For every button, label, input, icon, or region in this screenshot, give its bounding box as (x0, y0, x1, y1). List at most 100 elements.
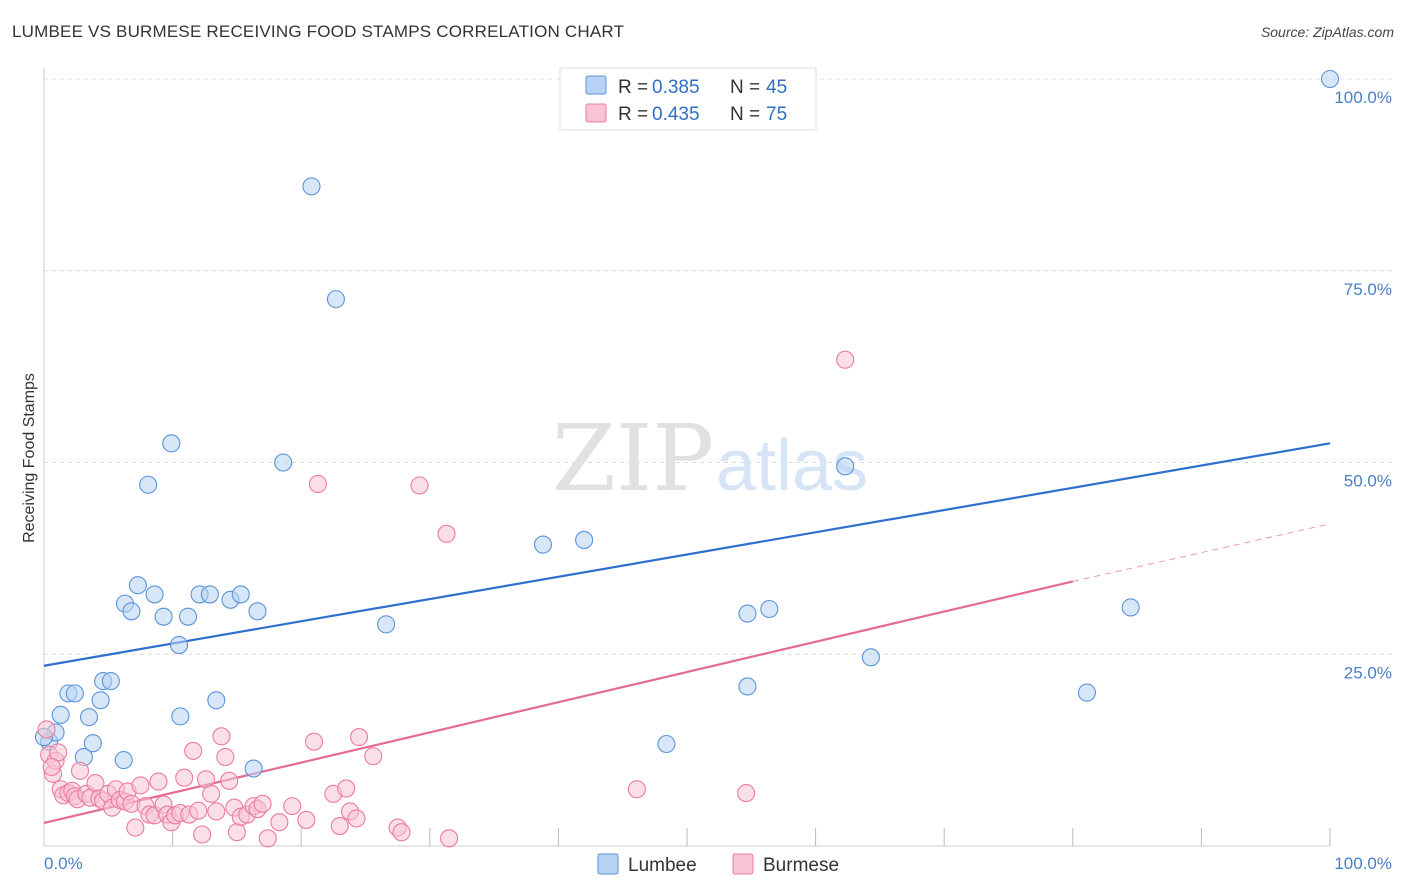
x-tick-labels: 0.0% 100.0% (44, 854, 1392, 873)
lumbee-point-43 (1320, 69, 1340, 89)
burmese-point-50 (253, 794, 272, 813)
bottom-legend-swatch-lumbee (597, 853, 619, 875)
burmese-point-59 (337, 779, 356, 798)
x-tick-label-1: 100.0% (1334, 854, 1392, 873)
burmese-point-70 (737, 784, 756, 803)
lumbee-point-19 (169, 635, 189, 655)
y-tick-label-0: 25.0% (1344, 663, 1392, 682)
lumbee-point-2 (51, 705, 70, 724)
burmese-point-40 (207, 802, 226, 821)
lumbee-point-28 (248, 602, 267, 621)
burmese-point-22 (126, 818, 145, 837)
burmese-point-67 (437, 524, 456, 543)
lumbee-point-8 (91, 691, 110, 710)
legend-swatch-burmese (585, 103, 607, 123)
legend-n-value-2: 75 (766, 104, 787, 125)
burmese-point-74 (42, 757, 61, 777)
lumbee-point-40 (861, 648, 880, 667)
y-tick-labels: 25.0% 50.0% 75.0% 100.0% (1334, 88, 1392, 682)
lumbee-point-30 (302, 177, 321, 196)
burmese-point-66 (410, 476, 429, 495)
lumbee-point-13 (122, 602, 141, 621)
lumbee-point-10 (101, 672, 120, 691)
burmese-point-72 (37, 720, 56, 739)
lumbee-point-16 (145, 585, 164, 604)
burmese-point-41 (212, 727, 231, 746)
legend-n-label-1: N = (730, 77, 760, 98)
burmese-point-65 (392, 823, 411, 842)
legend: R = 0.385 N = 45 R = 0.435 N = 75 (559, 67, 817, 131)
bottom-legend-swatch-burmese (732, 853, 754, 875)
burmese-point-69 (627, 780, 646, 799)
lumbee-point-38 (760, 599, 779, 619)
legend-r-value-2: 0.435 (652, 104, 700, 125)
lumbee-point-18 (162, 434, 181, 453)
burmese-point-27 (149, 772, 168, 791)
lumbee-point-26 (231, 585, 250, 604)
burmese-trend-line (43, 580, 1074, 825)
lumbee-point-27 (244, 759, 263, 778)
lumbee-trend-line (43, 442, 1331, 667)
burmese-point-51 (258, 829, 277, 848)
burmese-point-53 (283, 797, 302, 816)
lumbee-point-23 (200, 585, 219, 604)
burmese-point-43 (220, 771, 239, 790)
burmese-point-68 (440, 829, 459, 848)
lumbee-point-39 (836, 457, 855, 476)
lumbee-point-35 (657, 734, 676, 754)
lumbee-point-15 (139, 475, 158, 494)
data-points (34, 69, 1340, 848)
lumbee-point-42 (1121, 598, 1140, 617)
burmese-point-52 (270, 813, 289, 832)
burmese-point-33 (175, 768, 194, 787)
y-tick-label-2: 75.0% (1344, 280, 1392, 299)
legend-r-label-2: R = (618, 104, 648, 125)
y-tick-label-3: 100.0% (1334, 88, 1392, 107)
chart-title: LUMBEE VS BURMESE RECEIVING FOOD STAMPS … (12, 22, 625, 41)
lumbee-point-21 (178, 607, 198, 626)
burmese-point-36 (189, 801, 208, 820)
lumbee-point-37 (738, 677, 757, 696)
lumbee-point-32 (377, 615, 396, 634)
burmese-point-55 (305, 732, 324, 751)
watermark-zip: ZIP (552, 405, 714, 512)
burmese-point-56 (308, 474, 327, 494)
burmese-point-45 (227, 823, 246, 842)
legend-r-label-1: R = (618, 77, 648, 98)
lumbee-point-14 (128, 576, 147, 595)
burmese-point-58 (330, 817, 349, 836)
lumbee-point-6 (79, 708, 99, 727)
lumbee-point-31 (326, 290, 345, 309)
burmese-trend-extension (1072, 523, 1331, 582)
lumbee-point-11 (114, 751, 133, 770)
lumbee-point-29 (274, 453, 293, 472)
lumbee-point-17 (154, 607, 173, 626)
burmese-point-61 (347, 809, 366, 828)
y-tick-label-1: 50.0% (1344, 472, 1392, 491)
legend-r-value-1: 0.385 (652, 77, 700, 98)
bottom-legend: Lumbee Burmese (597, 853, 839, 876)
burmese-point-9 (70, 761, 90, 780)
trend-lines (43, 442, 1331, 825)
y-axis-label: Receiving Food Stamps (21, 373, 38, 543)
chart-source: Source: ZipAtlas.com (1260, 24, 1394, 40)
lumbee-point-4 (65, 684, 84, 703)
lumbee-point-36 (738, 604, 757, 623)
burmese-point-42 (216, 747, 235, 767)
legend-n-label-2: N = (730, 104, 760, 125)
x-tick-label-0: 0.0% (44, 854, 83, 873)
lumbee-point-24 (207, 691, 226, 710)
bottom-legend-lumbee: Lumbee (628, 855, 697, 876)
lumbee-point-20 (171, 707, 190, 726)
legend-swatch-lumbee (585, 75, 607, 95)
burmese-point-23 (131, 776, 150, 795)
burmese-point-39 (202, 784, 221, 803)
bottom-legend-burmese: Burmese (763, 855, 839, 876)
burmese-point-62 (350, 728, 369, 747)
burmese-point-71 (836, 350, 855, 369)
gridlines (44, 78, 1395, 655)
burmese-point-54 (297, 810, 316, 829)
legend-n-value-1: 45 (766, 77, 787, 98)
burmese-point-63 (364, 747, 383, 766)
